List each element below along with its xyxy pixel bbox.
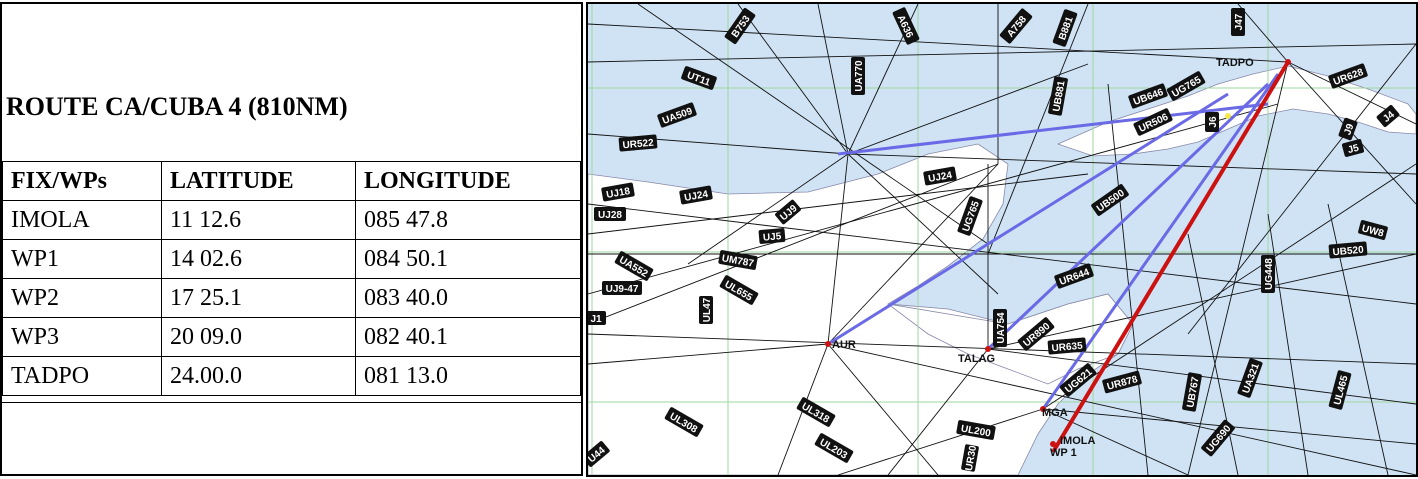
- fix-markers: [825, 59, 1291, 447]
- fix-label-wp1: WP 1: [1050, 447, 1077, 459]
- airway-tag-ug448: UG448: [1261, 255, 1275, 293]
- airway-tag-ul47: UL47: [699, 296, 713, 324]
- fix-marker-imola: [1050, 441, 1056, 447]
- svg-text:UB881: UB881: [1051, 80, 1067, 113]
- svg-text:J9: J9: [1342, 122, 1356, 137]
- airway-tag-j5: J5: [1341, 139, 1365, 157]
- airway-tag-ul200: UL200: [956, 420, 996, 440]
- airway-tag-uj28: UJ28: [594, 207, 626, 221]
- header-latitude: LATITUDE: [161, 161, 356, 201]
- airway-tag-uj5: UJ5: [758, 228, 786, 244]
- svg-text:UA754: UA754: [996, 312, 1007, 344]
- fix-marker-mga: [1040, 406, 1046, 412]
- airway-tag-ur635: UR635: [1047, 337, 1087, 355]
- table-row: WP2 17 25.1 083 40.0: [2, 278, 581, 318]
- airway-tag-ub881: UB881: [1048, 76, 1068, 116]
- longitude-cell: 081 13.0: [355, 356, 581, 396]
- latitude-cell: 17 25.1: [161, 278, 356, 318]
- fix-label-tadpo: TADPO: [1216, 57, 1254, 69]
- airway-labels: B753 A636 A758 B881 J47 UT11 UA770 UB881…: [588, 7, 1400, 472]
- fix-marker-talag: [985, 346, 991, 352]
- table-row: TADPO 24.00.0 081 13.0: [2, 356, 581, 396]
- fix-label-talag: TALAG: [958, 353, 995, 365]
- airway-tag-uj24b: UJ24: [679, 185, 713, 205]
- table-row: IMOLA 11 12.6 085 47.8: [2, 200, 581, 240]
- airway-tag-j6: J6: [1205, 112, 1219, 132]
- airway-tag-uj18: UJ18: [601, 182, 635, 202]
- fix-marker-tadpo: [1285, 59, 1291, 65]
- svg-text:UJ28: UJ28: [598, 210, 622, 221]
- airway-tag-uj24: UJ24: [923, 166, 957, 186]
- airway-tag-ur522: UR522: [618, 134, 658, 152]
- svg-text:UB520: UB520: [1332, 245, 1364, 259]
- svg-text:UR30: UR30: [964, 444, 979, 472]
- svg-text:UJ5: UJ5: [763, 231, 783, 244]
- airway-tag-ua754: UA754: [993, 309, 1007, 347]
- airway-tag-j9: J9: [1338, 117, 1358, 141]
- alternate-tracks: [827, 73, 1280, 410]
- svg-text:J5: J5: [1347, 143, 1361, 157]
- latitude-cell: 11 12.6: [161, 200, 356, 240]
- airway-tag-j47: J47: [1231, 8, 1245, 36]
- svg-text:J1: J1: [590, 314, 602, 325]
- fix-cell: WP2: [2, 278, 162, 318]
- longitude-cell: 084 50.1: [355, 239, 581, 279]
- svg-text:UL200: UL200: [960, 423, 992, 439]
- main-route: [1051, 60, 1290, 454]
- table-row: WP3 20 09.0 082 40.1: [2, 317, 581, 357]
- airway-tag-j1: J1: [588, 311, 606, 325]
- svg-text:UR635: UR635: [1051, 341, 1083, 355]
- fix-cell: WP3: [2, 317, 162, 357]
- longitude-cell: 083 40.0: [355, 278, 581, 318]
- longitude-cell: 085 47.8: [355, 200, 581, 240]
- svg-text:UJ24: UJ24: [928, 170, 954, 185]
- airway-tag-ub767: UB767: [1182, 372, 1202, 412]
- svg-text:UJ24: UJ24: [684, 189, 710, 204]
- airway-tag-ur30: UR30: [961, 444, 979, 472]
- header-fix: FIX/WPs: [2, 161, 162, 201]
- fix-cell: TADPO: [2, 356, 162, 396]
- svg-text:J47: J47: [1234, 13, 1245, 30]
- route-panel: ROUTE CA/CUBA 4 (810NM) FIX/WPs LATITUDE…: [0, 2, 583, 476]
- fix-marker-uv: [1225, 113, 1231, 119]
- svg-text:UL47: UL47: [702, 297, 713, 322]
- header-longitude: LONGITUDE: [355, 161, 581, 201]
- lat-lon-grid: [588, 4, 1416, 475]
- honduras-landmass: [887, 293, 1134, 385]
- table-header-row: FIX/WPs LATITUDE LONGITUDE: [2, 161, 581, 201]
- svg-text:J6: J6: [1208, 116, 1219, 128]
- fix-label-aur: AUR: [832, 339, 856, 351]
- svg-text:UJ18: UJ18: [606, 186, 632, 201]
- fix-marker-aur: [825, 341, 831, 347]
- latitude-cell: 14 02.6: [161, 239, 356, 279]
- latitude-cell: 24.00.0: [161, 356, 356, 396]
- airway-lines: [588, 4, 1416, 475]
- latitude-cell: 20 09.0: [161, 317, 356, 357]
- airway-tag-uj9-47: UJ9-47: [602, 281, 642, 295]
- svg-text:UR522: UR522: [622, 138, 654, 152]
- route-table: FIX/WPs LATITUDE LONGITUDE IMOLA 11 12.6…: [2, 161, 581, 396]
- svg-text:UA770: UA770: [854, 60, 865, 92]
- airway-tag-um787: UM787: [718, 250, 758, 270]
- svg-text:UG448: UG448: [1264, 258, 1275, 290]
- svg-text:UB767: UB767: [1185, 376, 1201, 409]
- fix-label-imola: IMOLA: [1060, 435, 1095, 447]
- table-row: WP1 14 02.6 084 50.1: [2, 239, 581, 279]
- fix-cell: IMOLA: [2, 200, 162, 240]
- airway-tag-ub520: UB520: [1328, 241, 1368, 259]
- svg-text:UJ9-47: UJ9-47: [606, 284, 639, 295]
- fix-cell: WP1: [2, 239, 162, 279]
- longitude-cell: 082 40.1: [355, 317, 581, 357]
- route-title: ROUTE CA/CUBA 4 (810NM): [6, 92, 348, 121]
- map-canvas: B753 A636 A758 B881 J47 UT11 UA770 UB881…: [588, 4, 1416, 475]
- fix-label-mga: MGA: [1042, 407, 1068, 419]
- airway-tag-ua770: UA770: [851, 57, 865, 95]
- table-bottom-divider: [2, 402, 581, 403]
- route-map[interactable]: B753 A636 A758 B881 J47 UT11 UA770 UB881…: [586, 2, 1418, 477]
